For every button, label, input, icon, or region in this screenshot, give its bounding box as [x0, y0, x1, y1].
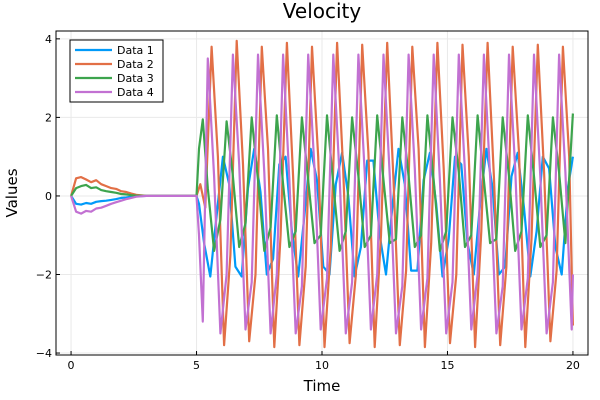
series-line-4 [70, 53, 574, 335]
y-tick-label: 0 [45, 190, 52, 203]
chart-title: Velocity [283, 0, 362, 23]
legend-label-1: Data 1 [117, 44, 154, 57]
axis-ticks: 0 5 10 15 20 −4 −2 0 2 4 [36, 33, 580, 372]
legend-label-2: Data 2 [117, 58, 154, 71]
legend-label-3: Data 3 [117, 72, 154, 85]
x-tick-label: 15 [440, 359, 454, 372]
series-layer [70, 39, 574, 349]
x-tick-label: 0 [68, 359, 75, 372]
x-axis-title: Time [303, 377, 341, 395]
x-tick-label: 10 [315, 359, 329, 372]
legend-label-4: Data 4 [117, 86, 154, 99]
y-tick-label: 2 [45, 111, 52, 124]
y-tick-label: 4 [45, 33, 52, 46]
y-tick-label: −4 [36, 347, 52, 360]
y-tick-label: −2 [36, 268, 52, 281]
x-tick-label: 20 [566, 359, 580, 372]
y-axis-title: Values [3, 168, 21, 217]
x-tick-label: 5 [193, 359, 200, 372]
